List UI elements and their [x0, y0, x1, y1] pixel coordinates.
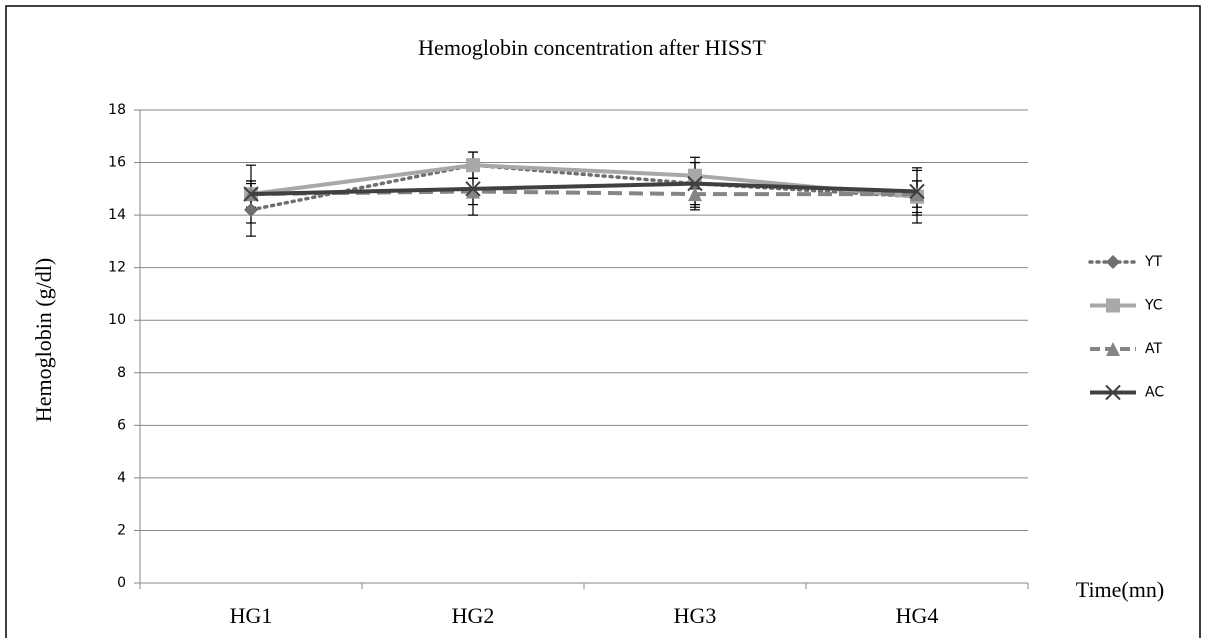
y-tick-label: 8: [117, 365, 126, 381]
legend-label: YT: [1144, 254, 1163, 270]
y-tick-label: 10: [108, 312, 126, 328]
y-tick-label: 18: [108, 102, 126, 118]
legend-marker: [1106, 342, 1120, 356]
x-tick-label: HG4: [896, 603, 939, 628]
y-tick-label: 6: [117, 417, 126, 433]
x-tick-label: HG3: [674, 603, 717, 628]
data-point: [244, 202, 258, 217]
chart-border: [5, 5, 1201, 638]
y-axis-label: Hemoglobin (g/dl): [31, 258, 56, 422]
data-point: [466, 158, 480, 173]
series-line: [249, 163, 919, 212]
y-tick-label: 0: [117, 575, 126, 591]
legend-label: AC: [1145, 385, 1164, 401]
legend-marker: [1106, 298, 1120, 313]
legend-marker: [1106, 255, 1120, 269]
y-tick-label: 14: [108, 207, 126, 223]
y-tick-label: 12: [108, 260, 126, 276]
legend-label: AT: [1145, 341, 1162, 357]
x-tick-label: HG2: [452, 603, 495, 628]
x-axis-label: Time(mn): [1076, 577, 1164, 602]
data-point: [243, 186, 259, 202]
x-tick-label: HG1: [230, 603, 273, 628]
data-point: [909, 183, 925, 200]
y-tick-label: 16: [108, 155, 126, 171]
legend-marker: [1105, 384, 1121, 401]
data-point: [910, 187, 924, 202]
series-line: [250, 181, 918, 197]
data-point: [465, 181, 481, 197]
data-point: [687, 175, 703, 192]
legend-label: YC: [1144, 298, 1163, 314]
data-point: [688, 187, 702, 202]
y-tick-label: 2: [117, 522, 126, 538]
data-point: [466, 184, 480, 199]
chart-title: Hemoglobin concentration after HISST: [418, 35, 766, 60]
y-tick-label: 4: [117, 470, 126, 486]
data-point: [688, 168, 702, 183]
